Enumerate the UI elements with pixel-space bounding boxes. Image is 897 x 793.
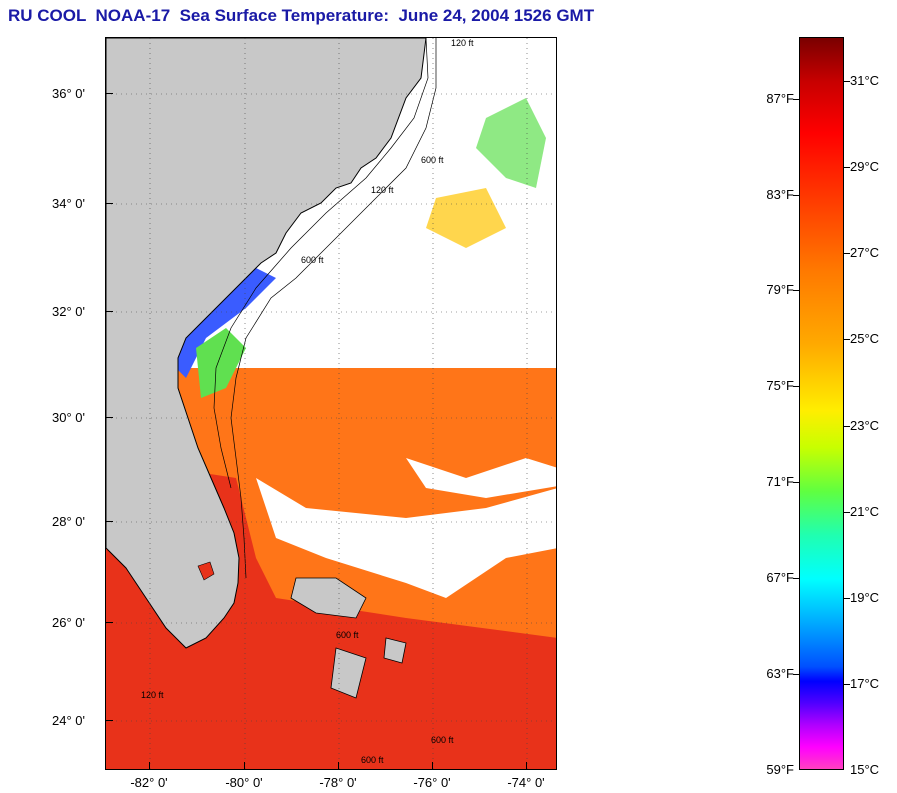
map-title: RU COOL NOAA-17 Sea Surface Temperature:… (8, 6, 595, 25)
colorbar-c-label: 27°C (850, 245, 880, 260)
colorbar-tick (793, 195, 800, 196)
longitude-label-78: -78° 0' (319, 775, 357, 790)
contour-label-5: 600 ft (336, 630, 359, 640)
colorbar-c-label: 31°C (850, 73, 880, 88)
latitude-tick (105, 720, 113, 721)
colorbar-f-label: 67°F (766, 570, 794, 585)
colorbar-c-label: 25°C (850, 331, 880, 346)
latitude-label-36: 36° 0' (52, 86, 85, 101)
colorbar-f-label: 79°F (766, 282, 794, 297)
green-water-north (476, 98, 546, 188)
yellow-water-patch (426, 188, 506, 248)
longitude-label-76: -76° 0' (413, 775, 451, 790)
longitude-tick (526, 762, 527, 770)
longitude-tick (149, 762, 150, 770)
latitude-tick (105, 93, 113, 94)
colorbar-tick (843, 512, 850, 513)
colorbar-tick (843, 253, 850, 254)
contour-label-1: 120 ft (451, 38, 474, 48)
latitude-tick (105, 521, 113, 522)
sst-map-canvas: 120 ft 600 ft 120 ft 600 ft 600 ft 600 f… (106, 38, 556, 769)
latitude-label-32: 32° 0' (52, 304, 85, 319)
longitude-tick (338, 762, 339, 770)
colorbar-f-label: 59°F (766, 762, 794, 777)
contour-label-2: 600 ft (421, 155, 444, 165)
colorbar-tick (793, 386, 800, 387)
colorbar-f-label: 83°F (766, 187, 794, 202)
colorbar-f-label: 75°F (766, 378, 794, 393)
colorbar-tick (793, 674, 800, 675)
lake-okeechobee (197, 561, 215, 581)
contour-label-6: 600 ft (431, 735, 454, 745)
latitude-tick (105, 622, 113, 623)
colorbar-f-label: 87°F (766, 91, 794, 106)
longitude-label-80: -80° 0' (225, 775, 263, 790)
sst-map: 120 ft 600 ft 120 ft 600 ft 600 ft 600 f… (105, 37, 557, 770)
colorbar-f-label: 63°F (766, 666, 794, 681)
latitude-tick (105, 311, 113, 312)
colorbar-tick (843, 684, 850, 685)
land-andros (330, 647, 367, 699)
colorbar-tick (843, 167, 850, 168)
contour-label-7: 120 ft (141, 690, 164, 700)
colorbar-tick (793, 99, 800, 100)
contour-600ft (230, 38, 437, 579)
longitude-tick (432, 762, 433, 770)
colorbar-tick (843, 426, 850, 427)
latitude-label-28: 28° 0' (52, 514, 85, 529)
longitude-tick (244, 762, 245, 770)
colorbar-f-label: 71°F (766, 474, 794, 489)
latitude-label-26: 26° 0' (52, 615, 85, 630)
cloud-north (206, 38, 556, 358)
colorbar-tick (793, 290, 800, 291)
colorbar-c-label: 21°C (850, 504, 880, 519)
temperature-colorbar (799, 37, 844, 770)
contour-label-3: 120 ft (371, 185, 394, 195)
colorbar-tick (793, 482, 800, 483)
colorbar-tick (793, 578, 800, 579)
colorbar-c-label: 17°C (850, 676, 880, 691)
latitude-label-30: 30° 0' (52, 410, 85, 425)
colorbar-c-label: 15°C (850, 762, 880, 777)
cloud-patch (406, 458, 556, 498)
cloud-band-center (256, 478, 556, 598)
colorbar-c-label: 23°C (850, 418, 880, 433)
contour-120ft (213, 38, 429, 489)
longitude-label-74: -74° 0' (507, 775, 545, 790)
land-mainland (106, 38, 427, 649)
colorbar-c-label: 19°C (850, 590, 880, 605)
latitude-tick (105, 417, 113, 418)
latitude-tick (105, 203, 113, 204)
land-grand-bahama (290, 577, 367, 619)
latitude-label-34: 34° 0' (52, 196, 85, 211)
colorbar-tick (843, 339, 850, 340)
land-eleuthera (383, 637, 407, 664)
contour-label-4: 600 ft (301, 255, 324, 265)
colorbar-tick (843, 598, 850, 599)
contour-label-8: 600 ft (361, 755, 384, 765)
colorbar-c-label: 29°C (850, 159, 880, 174)
graticule (106, 38, 556, 769)
latitude-label-24: 24° 0' (52, 713, 85, 728)
longitude-label-82: -82° 0' (130, 775, 168, 790)
green-water-patch (196, 328, 246, 398)
colorbar-tick (843, 81, 850, 82)
